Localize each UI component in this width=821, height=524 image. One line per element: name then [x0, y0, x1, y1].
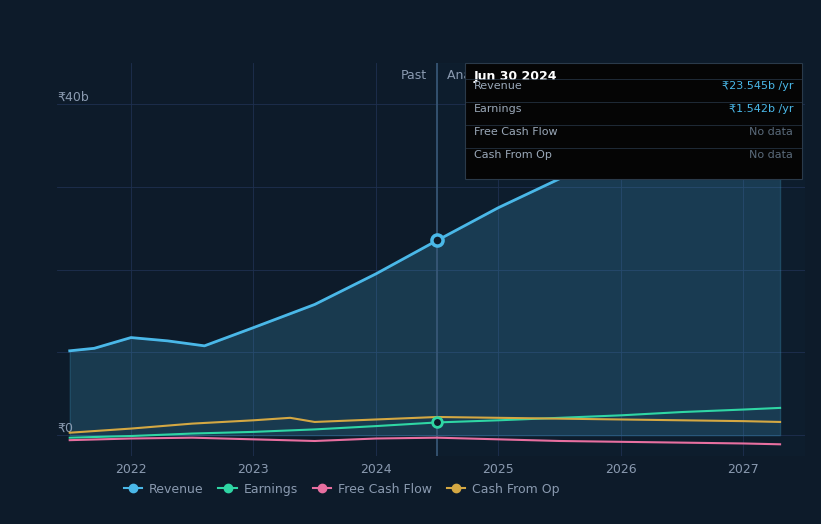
Text: Jun 30 2024: Jun 30 2024	[474, 70, 557, 83]
Text: Revenue: Revenue	[474, 81, 522, 91]
Text: Cash From Op: Cash From Op	[474, 150, 552, 160]
Text: Free Cash Flow: Free Cash Flow	[474, 127, 557, 137]
Text: Past: Past	[401, 69, 428, 82]
Text: Earnings: Earnings	[474, 104, 522, 114]
Text: ₹23.545b /yr: ₹23.545b /yr	[722, 81, 793, 91]
Text: No data: No data	[750, 150, 793, 160]
Text: ₹1.542b /yr: ₹1.542b /yr	[729, 104, 793, 114]
Text: Analysts Forecasts: Analysts Forecasts	[447, 69, 563, 82]
FancyBboxPatch shape	[465, 63, 802, 179]
Legend: Revenue, Earnings, Free Cash Flow, Cash From Op: Revenue, Earnings, Free Cash Flow, Cash …	[119, 478, 564, 501]
Text: No data: No data	[750, 127, 793, 137]
Text: ₹0: ₹0	[57, 422, 73, 435]
Bar	[437, 63, 805, 456]
Text: ₹40b: ₹40b	[57, 91, 89, 104]
